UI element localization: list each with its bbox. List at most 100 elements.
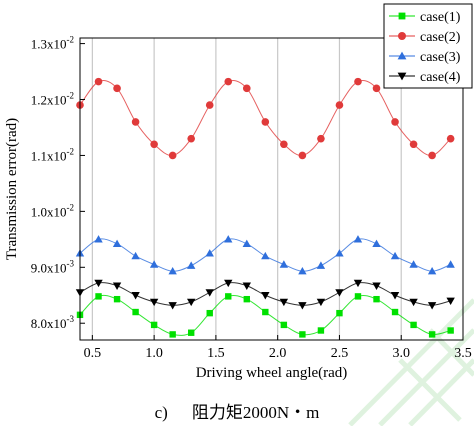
data-point	[205, 289, 214, 297]
data-point	[243, 295, 250, 303]
data-point	[131, 251, 140, 260]
y-tick-label: 1.3x10-2	[31, 35, 74, 52]
data-point	[150, 321, 158, 329]
data-point	[316, 261, 326, 269]
y-tick-label: 1.2x10-2	[31, 91, 74, 108]
x-tick-label: 1.0	[145, 346, 163, 361]
legend-label: case(1)	[420, 10, 461, 25]
data-point	[113, 295, 121, 303]
data-point	[224, 77, 233, 86]
data-point	[225, 293, 232, 300]
data-point	[299, 331, 306, 338]
data-point	[354, 77, 362, 86]
data-point	[336, 309, 343, 317]
data-point	[149, 260, 159, 268]
data-point	[373, 295, 380, 303]
data-point	[409, 298, 418, 307]
data-point	[280, 140, 288, 149]
data-point	[409, 260, 418, 268]
data-point	[95, 293, 102, 300]
y-tick-label: 1.0x10-2	[31, 202, 74, 219]
data-point	[335, 289, 344, 297]
data-point	[409, 140, 418, 149]
caption-letter: c)	[154, 403, 168, 422]
data-point	[390, 251, 400, 260]
data-point	[168, 151, 177, 160]
data-point	[279, 298, 289, 307]
data-point	[112, 239, 122, 248]
data-point	[262, 308, 269, 316]
data-point	[169, 331, 176, 338]
y-axis-ticks: 8.0x10-3 9.0x10-3 1.0x10-2 1.1x10-2 1.2x10-2…	[31, 35, 85, 331]
caption-text: 阻力矩2000N・m	[191, 403, 320, 422]
data-point	[168, 302, 177, 310]
series-case(4)	[75, 279, 455, 310]
data-point	[94, 235, 103, 243]
data-point	[335, 101, 344, 109]
legend-marker	[397, 72, 407, 81]
x-axis-label: Driving wheel angle(rad)	[196, 365, 348, 381]
legend-label: case(3)	[420, 50, 461, 65]
data-point	[354, 293, 362, 300]
data-point	[391, 308, 399, 316]
data-point	[446, 134, 455, 143]
data-point	[205, 249, 214, 257]
data-point	[187, 134, 195, 143]
data-point	[279, 260, 289, 268]
data-point	[391, 118, 399, 126]
data-point	[390, 292, 400, 300]
data-point	[353, 279, 363, 288]
data-point	[335, 249, 344, 257]
data-point	[446, 260, 455, 268]
data-point	[298, 302, 307, 310]
data-point	[261, 292, 270, 300]
data-point	[186, 261, 196, 269]
y-axis-label: Transmission error(rad)	[4, 118, 20, 260]
legend-marker	[398, 12, 406, 20]
data-point	[94, 279, 103, 288]
x-tick-label: 3.5	[454, 346, 472, 361]
series-line	[79, 80, 451, 156]
figure-caption: c) 阻力矩2000N・m	[0, 398, 474, 423]
legend: case(1) case(2) case(3) case(4)	[383, 3, 473, 89]
x-tick-label: 0.5	[84, 346, 102, 361]
data-point	[446, 297, 455, 306]
data-point	[353, 235, 363, 243]
data-point	[447, 327, 454, 334]
series-case(2)	[76, 77, 455, 160]
series-line	[79, 294, 451, 336]
x-tick-label: 2.0	[269, 346, 287, 361]
legend-label: case(2)	[420, 30, 461, 45]
data-point	[410, 321, 417, 329]
x-axis-ticks: 0.5 1.0 1.5 2.0 2.5 3.0 3.5	[84, 335, 472, 361]
data-point	[427, 302, 437, 310]
data-point	[150, 140, 158, 149]
data-point	[428, 151, 436, 160]
data-point	[372, 282, 381, 290]
data-point	[261, 251, 270, 260]
series-case(1)	[76, 293, 454, 338]
data-point	[298, 151, 307, 160]
data-point	[317, 327, 325, 334]
data-point	[298, 267, 307, 275]
x-tick-label: 3.0	[392, 346, 410, 361]
data-point	[372, 239, 381, 248]
data-point	[132, 308, 139, 316]
data-point	[316, 298, 326, 307]
data-point	[187, 329, 195, 336]
watermark	[348, 298, 474, 426]
data-point	[94, 77, 103, 86]
data-point	[205, 101, 214, 109]
data-point	[224, 279, 233, 288]
data-point	[224, 235, 233, 243]
data-point	[317, 134, 325, 143]
data-point	[242, 239, 251, 248]
data-point	[149, 298, 159, 307]
data-point	[372, 84, 381, 93]
data-point	[261, 118, 270, 126]
data-point	[112, 282, 122, 290]
data-point	[168, 267, 177, 275]
series-case(3)	[75, 235, 455, 275]
data-point	[186, 298, 196, 307]
y-tick-label: 1.1x10-2	[31, 146, 74, 163]
